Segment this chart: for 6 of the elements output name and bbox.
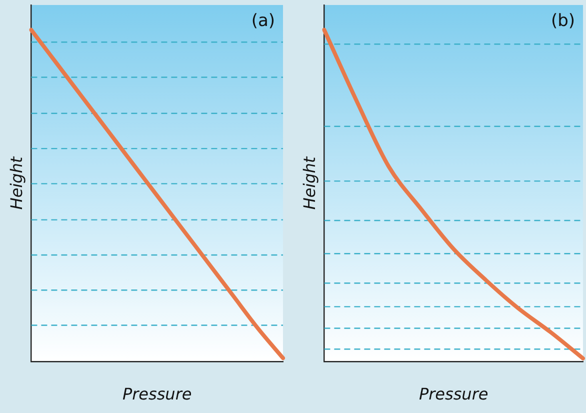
y-axis-title: Height <box>300 156 319 210</box>
annotation: (b) <box>550 10 575 31</box>
y-axis-title: Height <box>6 156 26 210</box>
x-axis-title: Pressure <box>418 384 488 404</box>
x-axis-title: Pressure <box>122 384 192 404</box>
annotation: (a) <box>251 10 275 31</box>
